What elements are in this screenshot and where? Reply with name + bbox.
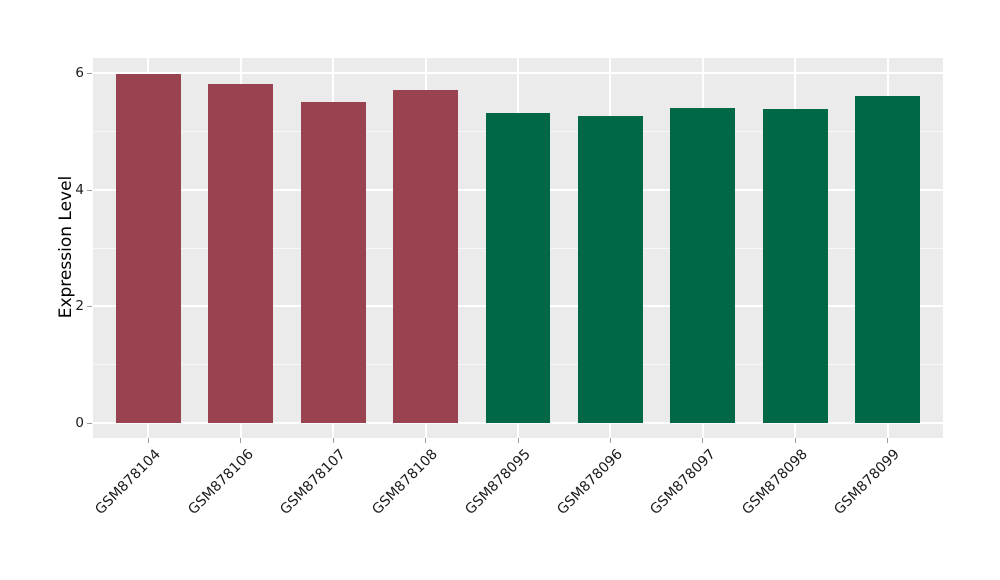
y-tick-mark (87, 306, 92, 308)
x-tick-label: GSM878098 (739, 446, 811, 518)
y-tick-mark (87, 73, 92, 75)
y-tick-mark (87, 423, 92, 424)
bar-GSM878097 (670, 107, 736, 423)
y-tick-label: 6 (75, 65, 84, 82)
x-tick-mark (240, 438, 242, 443)
x-tick-mark (887, 438, 889, 443)
x-tick-label: GSM878097 (646, 446, 719, 518)
x-tick-mark (332, 438, 334, 443)
x-tick-label: GSM878096 (554, 446, 627, 518)
plot-panel (93, 58, 943, 438)
x-tick-mark (609, 438, 611, 443)
y-tick-label: 0 (75, 415, 84, 431)
x-tick-label: GSM878107 (277, 446, 349, 518)
x-tick-mark (425, 438, 427, 443)
bar-GSM878106 (208, 83, 274, 423)
x-tick-label: GSM878108 (369, 446, 442, 518)
y-tick-mark (87, 189, 92, 191)
x-tick-mark (794, 438, 796, 443)
bar-GSM878098 (762, 108, 828, 423)
x-tick-label: GSM878106 (184, 446, 257, 518)
x-tick-mark (517, 438, 519, 443)
x-tick-mark (147, 438, 149, 443)
x-tick-mark (702, 438, 704, 443)
x-tick-label: GSM878104 (92, 446, 165, 518)
bar-GSM878096 (578, 116, 643, 423)
y-tick-label: 4 (75, 181, 84, 198)
y-tick-label: 2 (75, 298, 84, 315)
bar-GSM878099 (855, 95, 920, 423)
bar-GSM878107 (300, 101, 366, 423)
bar-GSM878108 (393, 90, 458, 423)
x-tick-label: GSM878099 (831, 446, 904, 518)
bar-GSM878104 (116, 74, 181, 423)
x-tick-label: GSM878095 (462, 446, 534, 518)
y-axis-title: Expression Level (56, 175, 76, 319)
bar-GSM878095 (485, 112, 551, 423)
